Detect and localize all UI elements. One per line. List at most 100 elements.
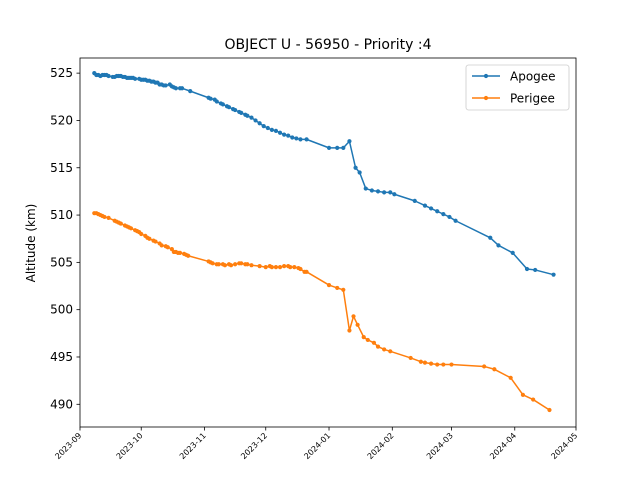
apogee-point (412, 198, 417, 203)
apogee-point (524, 266, 530, 272)
apogee-point (392, 192, 397, 197)
perigee-point (216, 262, 221, 267)
apogee-point (447, 214, 452, 220)
apogee-point (353, 165, 358, 170)
perigee-point (269, 265, 274, 270)
y-tick-label: 510 (50, 208, 73, 222)
apogee-point (294, 136, 299, 141)
apogee-point (226, 105, 232, 110)
perigee-point (492, 367, 497, 372)
y-axis-label: Altitude (km) (24, 204, 38, 283)
perigee-point (177, 250, 183, 256)
perigee-point (351, 314, 356, 319)
perigee-point (435, 362, 440, 367)
legend-perigee-marker (483, 95, 489, 101)
perigee-point (388, 349, 393, 354)
apogee-point (245, 113, 250, 118)
apogee-point (290, 135, 295, 140)
apogee-point (335, 145, 340, 150)
perigee-point (547, 407, 552, 413)
apogee-point (488, 235, 493, 240)
perigee-point (365, 337, 370, 343)
apogee-point (220, 102, 225, 107)
perigee-point (375, 344, 381, 349)
perigee-point (335, 285, 340, 291)
perigee-point (165, 245, 170, 250)
apogee-point (261, 124, 266, 129)
perigee-point (408, 355, 413, 361)
y-tick-label: 500 (50, 303, 73, 317)
perigee-point (441, 362, 446, 367)
perigee-point (531, 397, 536, 402)
y-tick-label: 490 (50, 397, 73, 411)
apogee-point (253, 118, 258, 123)
perigee-point (482, 364, 487, 369)
perigee-point (355, 322, 360, 327)
apogee-point (363, 186, 368, 191)
apogee-point (173, 86, 179, 91)
perigee-point (118, 221, 123, 226)
apogee-point (273, 128, 279, 133)
apogee-point (347, 139, 352, 144)
apogee-point (208, 96, 213, 101)
apogee-point (163, 83, 168, 88)
perigee-point (341, 287, 346, 292)
apogee-point (233, 107, 238, 113)
legend-apogee-label: Apogee (510, 70, 556, 84)
perigee-point (210, 261, 215, 266)
apogee-point (133, 76, 138, 81)
y-tick-label: 525 (50, 66, 73, 80)
perigee-point (298, 266, 303, 272)
perigee-point (263, 265, 268, 270)
perigee-point (222, 263, 228, 268)
perigee-point (520, 392, 526, 397)
perigee-point (347, 328, 352, 333)
perigee-point (106, 215, 111, 220)
apogee-point (265, 125, 270, 131)
apogee-point (277, 130, 283, 135)
perigee-point (239, 261, 244, 266)
apogee-point (249, 115, 254, 120)
y-tick-label: 520 (50, 113, 73, 127)
apogee-point (282, 132, 287, 137)
perigee-point (371, 340, 377, 345)
perigee-point (249, 263, 254, 268)
apogee-point (382, 190, 387, 195)
chart-title: OBJECT U - 56950 - Priority :4 (225, 37, 432, 53)
apogee-point (428, 206, 434, 211)
apogee-point (357, 170, 362, 175)
perigee-point (159, 243, 164, 248)
apogee-point (388, 190, 393, 195)
perigee-point (292, 265, 297, 270)
apogee-point (326, 145, 332, 150)
perigee-point (257, 264, 262, 269)
y-tick-label: 515 (50, 161, 73, 175)
perigee-point (102, 214, 107, 220)
perigee-point (361, 335, 366, 340)
perigee-point (282, 264, 287, 269)
apogee-point (453, 218, 458, 223)
apogee-point (341, 145, 346, 150)
perigee-point (382, 347, 387, 352)
apogee-point (435, 209, 440, 214)
perigee-point (139, 231, 144, 237)
apogee-point (441, 212, 446, 217)
apogee-point (496, 243, 501, 248)
plot-area (92, 71, 556, 413)
perigee-point (288, 265, 293, 270)
y-tick-label: 495 (50, 350, 73, 364)
apogee-point (551, 272, 556, 277)
perigee-point (326, 282, 332, 288)
apogee-point (188, 89, 193, 94)
apogee-point (257, 121, 262, 126)
apogee-point (239, 110, 244, 115)
legend-perigee-label: Perigee (510, 92, 555, 106)
legend: Apogee Perigee (465, 64, 570, 111)
apogee-point (533, 267, 538, 273)
apogee-point (375, 189, 381, 194)
axes-frame (79, 57, 577, 428)
perigee-point (273, 265, 279, 270)
perigee-point (428, 361, 434, 366)
perigee-point (233, 262, 238, 267)
